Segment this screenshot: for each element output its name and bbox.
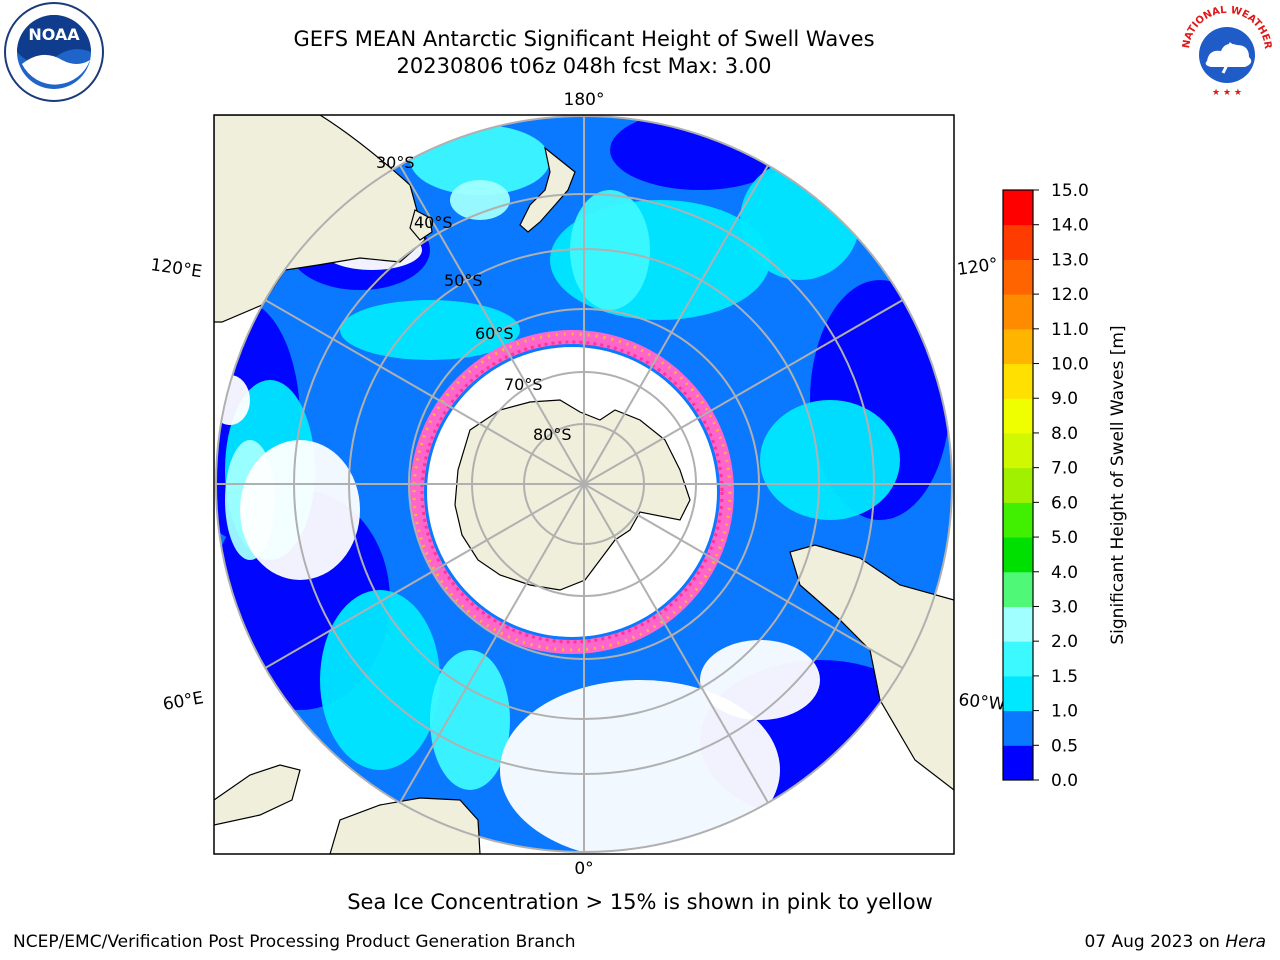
sea-ice-note: Sea Ice Concentration > 15% is shown in … [347, 890, 933, 914]
colorbar-segment [1003, 537, 1033, 573]
lon-label-60w: 60°W [957, 690, 1006, 715]
colorbar-tick-label: 5.0 [1051, 528, 1078, 548]
lat-label-50s: 50°S [444, 271, 483, 290]
colorbar-segment [1003, 710, 1033, 746]
colorbar-segment [1003, 398, 1033, 434]
noaa-logo-text: NOAA [28, 25, 80, 44]
colorbar-tick-label: 7.0 [1051, 459, 1078, 479]
lat-label-80s: 80°S [533, 425, 572, 444]
colorbar-tick-label: 6.0 [1051, 493, 1078, 513]
lat-label-70s: 70°S [504, 375, 543, 394]
lon-label-0: 0° [574, 859, 593, 879]
colorbar-tick-label: 15.0 [1051, 181, 1089, 201]
tasmania-land [409, 209, 433, 241]
colorbar-tick-label: 0.0 [1051, 771, 1078, 791]
colorbar-tick-label: 12.0 [1051, 285, 1089, 305]
footer-host: Hera [1225, 932, 1266, 952]
colorbar-segment [1003, 224, 1033, 260]
disk-boundary [215, 115, 953, 853]
colorbar-tick-label: 1.0 [1051, 702, 1078, 722]
colorbar-segment [1003, 502, 1033, 538]
colorbar-segment [1003, 259, 1033, 295]
colorbar-segment [1003, 467, 1033, 503]
lon-label-120e: 120°E [149, 255, 203, 282]
footer-date-text: 07 Aug 2023 on [1084, 932, 1220, 952]
colorbar-tick-label: 10.0 [1051, 355, 1089, 375]
colorbar-tick-label: 11.0 [1051, 320, 1089, 340]
colorbar-label: Significant Height of Swell Waves [m] [1108, 325, 1128, 644]
colorbar-tick-label: 4.0 [1051, 563, 1078, 583]
colorbar-tick-label: 0.5 [1051, 736, 1078, 756]
colorbar-tick-label: 9.0 [1051, 389, 1078, 409]
new-zealand-land [519, 146, 576, 233]
svg-text:★ ★ ★: ★ ★ ★ [1212, 88, 1242, 98]
colorbar-tick-label: 8.0 [1051, 424, 1078, 444]
map-frame [213, 114, 955, 855]
colorbar-segment [1003, 363, 1033, 399]
colorbar-segment [1003, 432, 1033, 469]
noaa-logo: NOAA [4, 2, 104, 102]
colorbar-tick-label: 3.0 [1051, 597, 1078, 617]
colorbar-tick-label: 14.0 [1051, 216, 1089, 236]
colorbar-segment [1003, 606, 1033, 642]
colorbar-segment [1003, 745, 1033, 781]
nws-logo: NATIONAL WEATHER SERVICE ★ ★ ★ [1177, 3, 1273, 98]
footer-branch: NCEP/EMC/Verification Post Processing Pr… [13, 932, 576, 952]
lon-label-180: 180° [564, 90, 605, 110]
colorbar: 0.0 0.5 1.0 1.5 2.0 3.0 4.0 5.0 6.0 7.0 8.0 9.0 10.0… [1002, 181, 1089, 791]
map-title: GEFS MEAN Antarctic Significant Height o… [293, 27, 875, 51]
colorbar-segment [1003, 328, 1033, 365]
lat-label-30s: 30°S [376, 153, 415, 172]
colorbar-segment [1003, 190, 1033, 226]
madagascar-land [214, 764, 301, 826]
colorbar-tick-label: 1.5 [1051, 667, 1078, 687]
colorbar-segment [1003, 675, 1033, 712]
colorbar-segment [1003, 641, 1033, 677]
colorbar-segment [1003, 571, 1033, 607]
colorbar-segment [1003, 294, 1033, 330]
lat-label-40s: 40°S [414, 213, 453, 232]
footer-date: 07 Aug 2023 on Hera [1084, 932, 1266, 952]
colorbar-tick-label: 13.0 [1051, 250, 1089, 270]
graticule [216, 116, 952, 852]
lon-label-120w: 120° [956, 254, 999, 280]
lon-label-60e: 60°E [161, 688, 205, 715]
colorbar-tick-label: 2.0 [1051, 632, 1078, 652]
lat-label-60s: 60°S [475, 324, 514, 343]
map-subtitle: 20230806 t06z 048h fcst Max: 3.00 [396, 54, 772, 78]
